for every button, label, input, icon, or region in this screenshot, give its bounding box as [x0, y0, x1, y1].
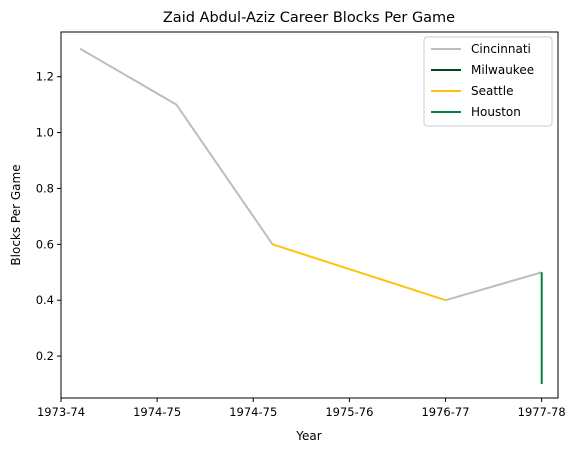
legend: Cincinnati Milwaukee Seattle Houston — [423, 36, 553, 127]
y-tick-label: 1.2 — [36, 70, 54, 84]
legend-label: Houston — [471, 105, 521, 119]
legend-frame — [423, 36, 553, 127]
plot-frame — [60, 31, 559, 399]
x-tick-label: 1976-77 — [421, 405, 469, 419]
y-tick-label: 0.4 — [36, 293, 54, 307]
x-axis-label: Year — [295, 429, 321, 443]
chart-title: Zaid Abdul-Aziz Career Blocks Per Game — [163, 10, 455, 26]
series-line-cincinnati — [445, 271, 542, 302]
series-lines — [79, 47, 543, 384]
y-tick-label: 1.0 — [36, 126, 54, 140]
series-line-cincinnati — [79, 47, 274, 245]
legend-entries: Cincinnati Milwaukee Seattle Houston — [431, 42, 534, 119]
legend-label: Cincinnati — [471, 42, 531, 56]
x-tick-label: 1974-75 — [133, 405, 181, 419]
x-tick-label: 1974-75 — [229, 405, 277, 419]
x-tick-label: 1973-74 — [37, 405, 85, 419]
y-tick-label: 0.2 — [36, 349, 54, 363]
x-tick-label: 1975-76 — [325, 405, 373, 419]
legend-label: Milwaukee — [471, 63, 534, 77]
y-tick-label: 0.6 — [36, 237, 54, 251]
legend-label: Seattle — [471, 84, 513, 98]
series-line-seattle — [272, 243, 446, 302]
y-tick-label: 0.8 — [36, 181, 54, 195]
axes: 0.2 0.4 0.6 0.8 1.0 1.2 1973-74 1974-75 1974-75 1… — [36, 70, 566, 419]
y-axis-label: Blocks Per Game — [9, 164, 23, 265]
x-tick-label: 1977-78 — [518, 405, 566, 419]
